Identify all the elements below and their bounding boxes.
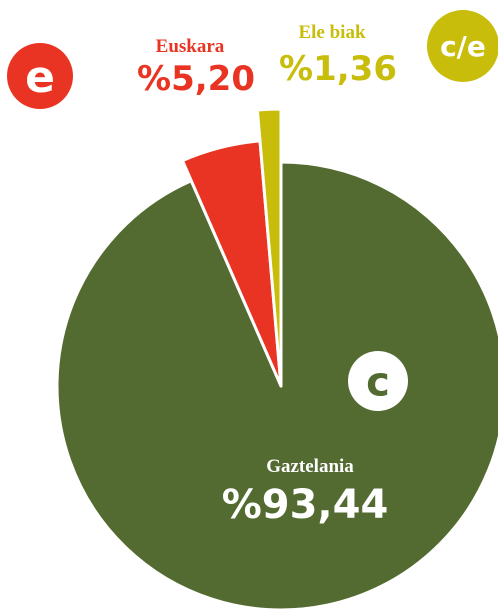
category-label: Ele biak (298, 22, 365, 43)
value-label: %1,36 (279, 49, 397, 89)
pie-slice (55, 160, 498, 610)
value-label: %93,44 (222, 482, 389, 528)
pie-slice (255, 107, 283, 388)
icon-label: c/e (440, 30, 486, 63)
icon-badge (427, 10, 498, 82)
icon-label: e (25, 52, 55, 103)
value-label: %5,20 (137, 59, 255, 99)
category-label: Gaztelania (266, 456, 354, 477)
icon-badge (7, 43, 73, 109)
icon-label: c (366, 359, 390, 405)
icon-badge (348, 351, 408, 411)
category-label: Euskara (156, 36, 225, 57)
